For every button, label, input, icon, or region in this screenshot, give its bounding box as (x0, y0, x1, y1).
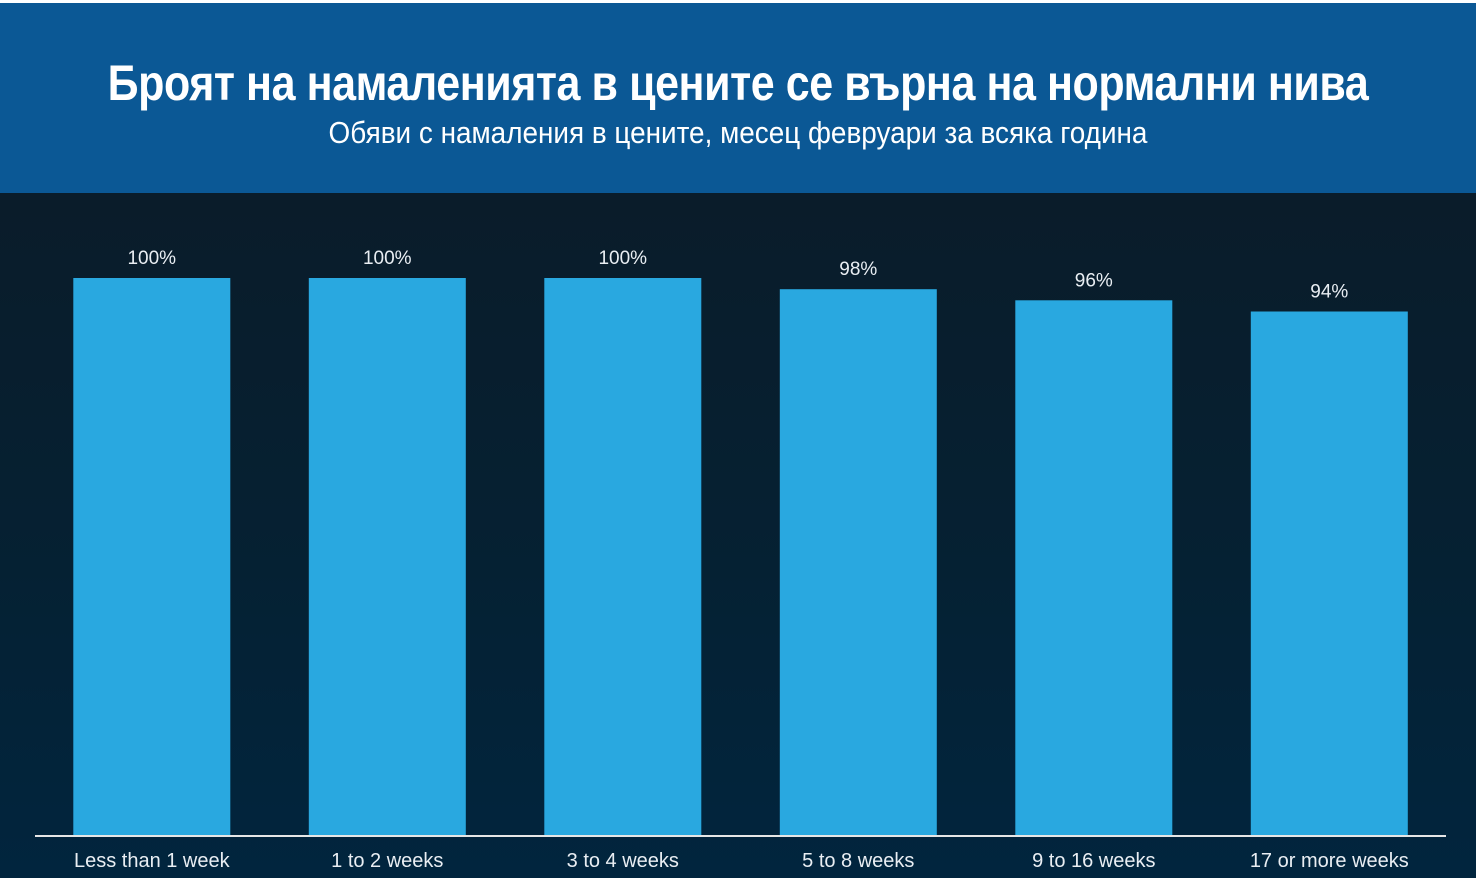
x-tick-label-6: 17 or more weeks (1250, 850, 1409, 872)
bar-3 (544, 278, 702, 836)
bar-5 (1015, 300, 1173, 836)
bar-2 (308, 278, 466, 836)
bar-4 (779, 289, 937, 836)
data-label-6: 94% (1310, 282, 1348, 303)
x-tick-label-3: 3 to 4 weeks (567, 850, 679, 872)
chart-title: Броят на намаленията в цените се върна н… (107, 55, 1369, 111)
chart-subtitle: Обяви с намаления в цените, месец февруа… (328, 115, 1148, 150)
x-tick-label-4: 5 to 8 weeks (802, 850, 914, 872)
x-tick-label-2: 1 to 2 weeks (331, 850, 443, 872)
chart-area (0, 193, 1476, 878)
data-label-1: 100% (127, 248, 176, 269)
data-label-4: 98% (839, 259, 877, 280)
data-label-5: 96% (1075, 270, 1113, 291)
x-tick-label-5: 9 to 16 weeks (1032, 850, 1155, 872)
data-label-2: 100% (363, 248, 412, 269)
data-label-3: 100% (598, 248, 647, 269)
header-banner: Броят на намаленията в цените се върна н… (0, 0, 1476, 193)
bar-1 (73, 278, 231, 836)
x-tick-label-1: Less than 1 week (74, 850, 231, 872)
bar-6 (1250, 311, 1408, 836)
